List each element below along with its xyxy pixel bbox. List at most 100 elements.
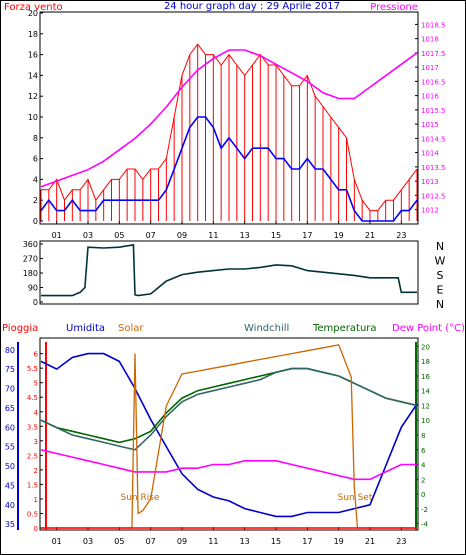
rain-tick-label: 4 <box>34 409 39 417</box>
hour-tick-label-bottom: 07 <box>146 537 156 546</box>
legend-umidita: Umidita <box>66 323 105 334</box>
wind-tick-label: 6 <box>33 155 38 164</box>
rain-tick-label: 5.5 <box>27 365 38 373</box>
pressure-tick-label: 1017 <box>421 64 439 72</box>
compass-label: S <box>437 269 444 282</box>
hour-tick-label-bottom: 05 <box>114 537 124 546</box>
hour-tick-label: 13 <box>240 231 250 240</box>
temp-tick-label: 8 <box>421 432 425 440</box>
hour-tick-label: 21 <box>365 231 375 240</box>
rain-tick-label: 6 <box>34 351 39 359</box>
pressure-tick-label: 1014 <box>421 150 439 158</box>
hour-tick-label: 07 <box>146 231 156 240</box>
temp-panel-frame <box>39 337 419 531</box>
hour-tick-label-bottom: 19 <box>334 537 344 546</box>
legend-temperatura: Temperatura <box>312 323 377 334</box>
compass-label: E <box>437 284 444 297</box>
rain-tick-label: 4.5 <box>27 394 38 402</box>
humidity-tick-label: 65 <box>5 404 15 413</box>
wind-tick-label: 0 <box>33 217 38 226</box>
hour-tick-label-bottom: 11 <box>208 537 218 546</box>
wind-tick-label: 10 <box>28 113 38 122</box>
rain-tick-label: 1.5 <box>27 481 38 489</box>
temp-tick-label: 14 <box>421 388 430 396</box>
temp-tick-label: 12 <box>421 402 430 410</box>
humidity-tick-label: 70 <box>5 385 15 394</box>
hour-tick-label-bottom: 23 <box>396 537 406 546</box>
pressure-tick-label: 1018.5 <box>421 21 446 29</box>
wind-tick-label: 4 <box>33 175 38 184</box>
rain-tick-label: 3.5 <box>27 423 38 431</box>
rain-tick-label: 0 <box>34 525 38 533</box>
hour-tick-label-bottom: 03 <box>83 537 93 546</box>
wind-tick-label: 12 <box>28 92 38 101</box>
hour-tick-label: 11 <box>208 231 218 240</box>
graph-date-title: 24 hour graph day : 29 Aprile 2017 <box>164 1 340 12</box>
pressure-axis-title: Pressione <box>370 2 418 13</box>
temp-tick-label: 0 <box>421 491 425 499</box>
legend-windchill: Windchill <box>244 323 289 334</box>
humidity-tick-label: 60 <box>5 423 15 432</box>
wind-panel-frame <box>39 11 419 225</box>
temp-tick-label: 10 <box>421 417 430 425</box>
hour-tick-label: 01 <box>52 231 62 240</box>
humidity-tick-label: 40 <box>5 501 15 510</box>
temp-tick-label: 16 <box>421 373 430 381</box>
rain-tick-label: 5 <box>34 380 38 388</box>
direction-tick-label: 360 <box>23 240 38 249</box>
hour-tick-label-bottom: 15 <box>271 537 281 546</box>
rain-tick-label: 0.5 <box>27 510 38 518</box>
wind-tick-label: 14 <box>28 71 38 80</box>
hour-tick-label: 03 <box>83 231 93 240</box>
hour-tick-label: 15 <box>271 231 281 240</box>
direction-tick-label: 90 <box>28 284 38 293</box>
wind-axis-title: Forza vento <box>4 2 63 13</box>
temp-tick-label: -2 <box>421 506 428 514</box>
hour-tick-label: 17 <box>302 231 312 240</box>
rain-tick-label: 2 <box>34 467 38 475</box>
pressure-tick-label: 1015 <box>421 121 439 129</box>
pressure-tick-label: 1015.5 <box>421 107 446 115</box>
wind-pressure-panel <box>39 11 419 225</box>
humidity-tick-label: 80 <box>5 346 15 355</box>
temp-tick-label: 18 <box>421 358 430 366</box>
humidity-tick-label: 55 <box>5 443 15 452</box>
legend: Pioggia Umidita Solar Windchill Temperat… <box>2 323 465 334</box>
direction-tick-label: 0 <box>33 298 38 307</box>
pressure-tick-label: 1018 <box>421 36 439 44</box>
hour-tick-label-bottom: 09 <box>177 537 187 546</box>
hour-tick-label-bottom: 13 <box>240 537 250 546</box>
humidity-line <box>40 352 418 518</box>
temp-tick-label: -4 <box>421 521 429 529</box>
pressure-tick-label: 1016 <box>421 93 439 101</box>
temp-tick-label: 2 <box>421 476 425 484</box>
pressure-tick-label: 1017.5 <box>421 50 446 58</box>
temp-tick-label: 20 <box>421 343 430 351</box>
humidity-tick-label: 35 <box>5 520 15 529</box>
compass-label: N <box>436 298 444 311</box>
hour-tick-label: 05 <box>114 231 124 240</box>
rain-tick-label: 2.5 <box>27 452 38 460</box>
wind-tick-label: 2 <box>33 196 38 205</box>
wind-tick-label: 18 <box>28 30 38 39</box>
hour-tick-label: 19 <box>334 231 344 240</box>
direction-tick-label: 180 <box>23 269 38 278</box>
temp-tick-label: 6 <box>421 447 426 455</box>
hour-tick-label: 23 <box>396 231 406 240</box>
wind-tick-label: 8 <box>33 134 38 143</box>
hour-tick-label: 09 <box>177 231 187 240</box>
pressure-tick-label: 1013 <box>421 178 439 186</box>
hour-tick-label-bottom: 17 <box>302 537 312 546</box>
humidity-tick-label: 45 <box>5 481 15 490</box>
temp-humidity-panel <box>39 337 419 531</box>
legend-solar: Solar <box>118 323 144 334</box>
pressure-line <box>40 49 418 188</box>
direction-tick-label: 270 <box>23 255 38 264</box>
windchill-line <box>40 367 418 451</box>
legend-dewpoint: Dew Point (°C) <box>392 323 465 334</box>
pressure-tick-label: 1012.5 <box>421 192 446 200</box>
wind-tick-label: 20 <box>28 9 38 18</box>
rain-tick-label: 1 <box>34 496 38 504</box>
